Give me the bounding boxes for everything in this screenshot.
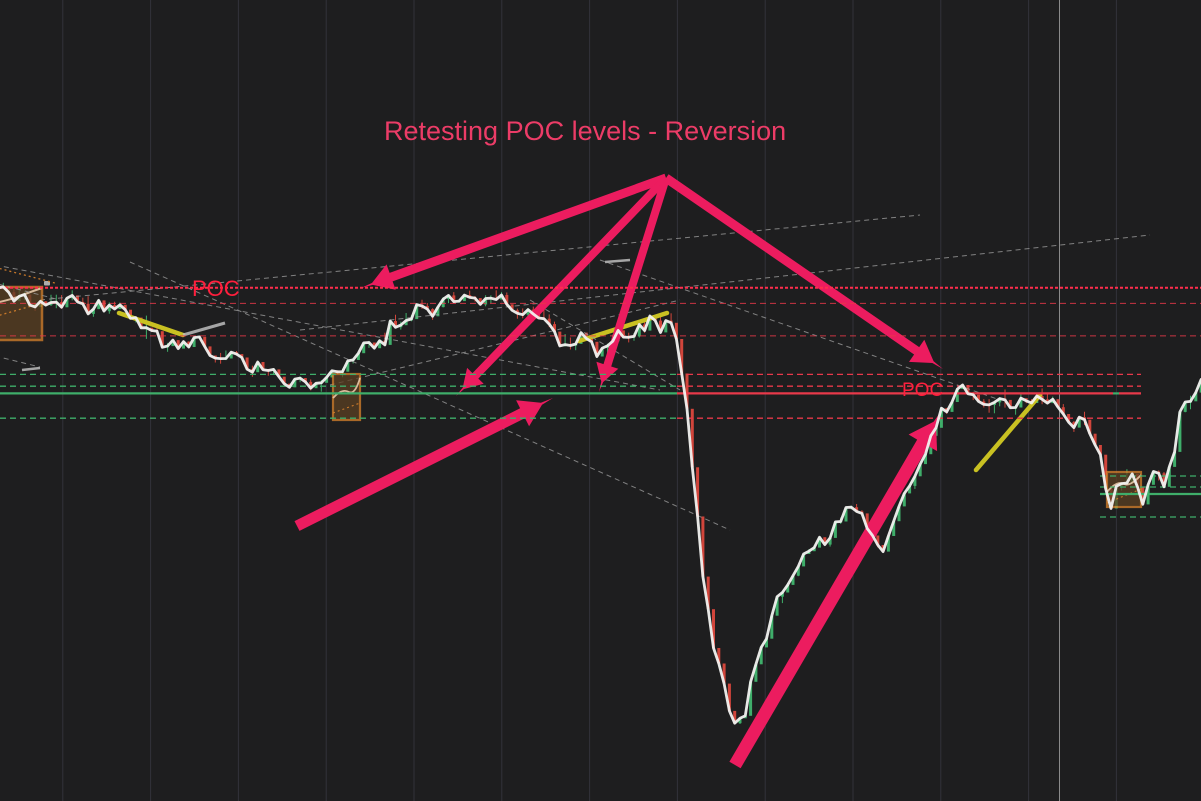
svg-text:POC: POC	[192, 276, 240, 301]
svg-text:Retesting POC levels - Reversi: Retesting POC levels - Reversion	[384, 116, 786, 146]
svg-text:POC: POC	[902, 380, 943, 401]
